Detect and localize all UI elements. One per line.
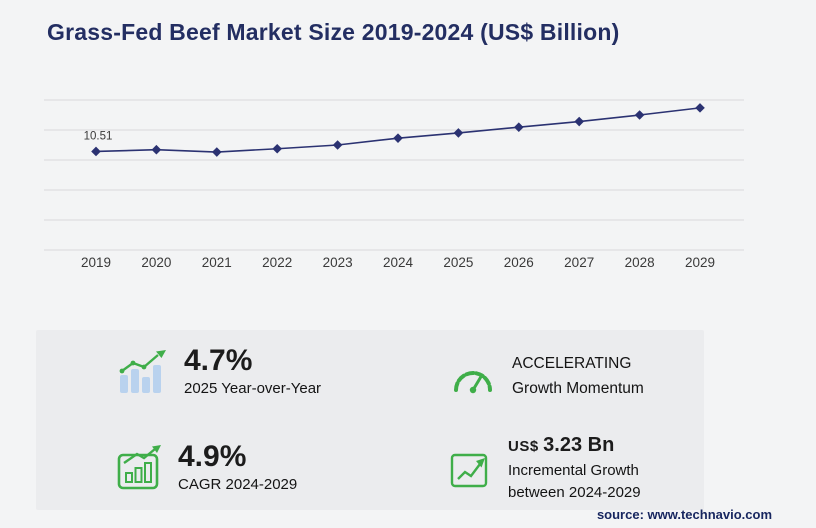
incremental-value: US$ 3.23 Bn xyxy=(508,434,690,457)
speedometer-icon xyxy=(450,359,496,395)
stat-text: 4.9% CAGR 2024-2029 xyxy=(178,440,297,493)
line-growth-box-icon xyxy=(450,449,492,489)
source-credit: source: www.technavio.com xyxy=(596,507,772,522)
svg-text:10.51: 10.51 xyxy=(84,130,113,142)
svg-text:2020: 2020 xyxy=(141,255,171,270)
incremental-amount: 3.23 Bn xyxy=(543,434,615,456)
svg-text:2022: 2022 xyxy=(262,255,292,270)
page-title: Grass-Fed Beef Market Size 2019-2024 (US… xyxy=(47,19,620,45)
momentum-line2: Growth Momentum xyxy=(512,379,644,397)
incremental-currency: US$ xyxy=(508,438,539,455)
stat-incremental-growth: US$ 3.23 Bn Incremental Growth between 2… xyxy=(450,434,690,504)
bar-line-growth-icon xyxy=(116,349,168,393)
momentum-line1: ACCELERATING xyxy=(512,355,632,372)
svg-text:2023: 2023 xyxy=(323,255,353,270)
yoy-value: 4.7% xyxy=(184,344,253,377)
incremental-label: Incremental Growth between 2024-2029 xyxy=(508,462,641,501)
stat-text: ACCELERATING Growth Momentum xyxy=(512,352,644,402)
svg-text:2026: 2026 xyxy=(504,255,534,270)
stat-text: 4.7% 2025 Year-over-Year xyxy=(184,344,321,397)
svg-text:2024: 2024 xyxy=(383,255,414,270)
line-chart-svg: 10.51 2019 2020 2021 2022 2023 2024 2025 2026 202… xyxy=(44,99,744,270)
svg-text:2019: 2019 xyxy=(81,255,111,270)
stat-year-over-year: 4.7% 2025 Year-over-Year xyxy=(116,344,321,397)
cagr-label: CAGR 2024-2029 xyxy=(178,476,298,493)
svg-text:2021: 2021 xyxy=(202,255,232,270)
yoy-label: 2025 Year-over-Year xyxy=(184,380,322,397)
stat-growth-momentum: ACCELERATING Growth Momentum xyxy=(450,352,644,402)
svg-text:2027: 2027 xyxy=(564,255,594,270)
stats-panel xyxy=(36,330,704,510)
stat-cagr: 4.9% CAGR 2024-2029 xyxy=(116,440,297,493)
bar-chart-box-icon xyxy=(116,443,162,491)
stat-text: US$ 3.23 Bn Incremental Growth between 2… xyxy=(508,434,690,504)
market-size-line-chart: 10.51 2019 2020 2021 2022 2023 2024 2025 2026 202… xyxy=(44,86,744,272)
svg-text:2025: 2025 xyxy=(443,255,473,270)
svg-text:2028: 2028 xyxy=(625,255,655,270)
svg-text:2029: 2029 xyxy=(685,255,715,270)
cagr-value: 4.9% xyxy=(178,440,247,473)
